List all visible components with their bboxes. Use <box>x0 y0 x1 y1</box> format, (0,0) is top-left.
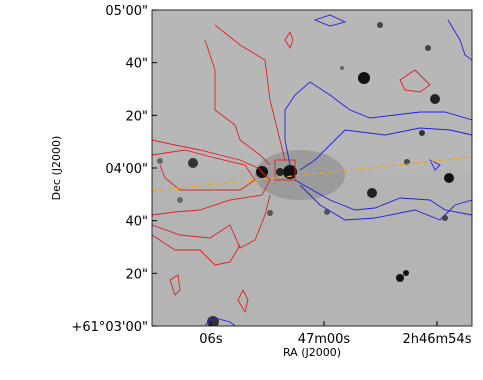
x-tick-label: 2h46m54s <box>402 332 471 347</box>
x-axis-label: RA (J2000) <box>283 346 341 359</box>
y-axis-label: Dec (J2000) <box>50 136 63 201</box>
y-tick-label: 20" <box>125 267 148 282</box>
x-tick-label: 47m00s <box>298 332 351 347</box>
y-tick-label: 40" <box>125 57 148 72</box>
slit-line <box>152 156 472 192</box>
y-tick-label: +61°03'00" <box>71 320 148 335</box>
y-tick-label: 05'00" <box>105 4 148 19</box>
red-contours <box>152 24 431 314</box>
x-tick-label: 06s <box>199 332 223 347</box>
y-tick-label: 20" <box>125 109 148 124</box>
y-tick-label: 40" <box>125 215 148 230</box>
blue-contours <box>204 14 472 326</box>
image <box>152 10 472 326</box>
y-tick-label: 04'00" <box>105 162 148 177</box>
